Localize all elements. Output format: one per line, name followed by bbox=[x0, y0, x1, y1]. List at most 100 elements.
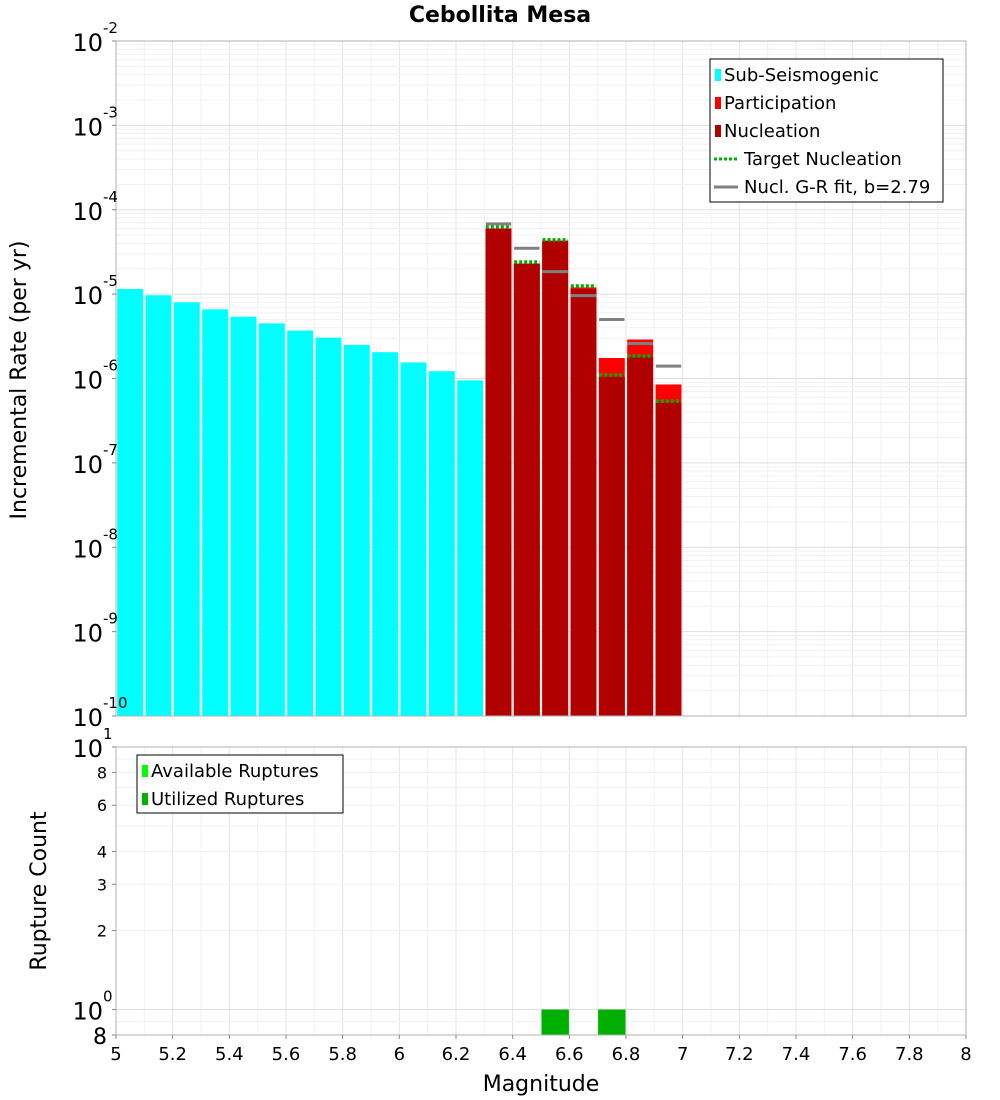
x-tick: 8 bbox=[960, 1035, 972, 1065]
chart-title: Cebollita Mesa bbox=[409, 3, 591, 28]
x-tick: 5 bbox=[110, 1035, 122, 1065]
rate-y-tick: 10-10 bbox=[72, 694, 127, 732]
rate-lines bbox=[485, 222, 682, 403]
rate-legend-swatch bbox=[715, 97, 721, 109]
rate-legend-swatch bbox=[715, 69, 721, 81]
rate-y-tick: 10-2 bbox=[72, 19, 118, 57]
x-tick: 6.2 bbox=[442, 1035, 471, 1065]
sub-seismogenic-bar bbox=[230, 316, 257, 716]
x-tick-label: 7 bbox=[677, 1044, 688, 1065]
rate-y-tick-base: 10 bbox=[72, 704, 103, 732]
x-tick-label: 7.6 bbox=[838, 1044, 867, 1065]
x-tick: 6.6 bbox=[555, 1035, 584, 1065]
rupture-count-legend-item: Utilized Ruptures bbox=[142, 789, 304, 810]
x-tick: 7.6 bbox=[838, 1035, 867, 1065]
rate-legend-label: Sub-Seismogenic bbox=[724, 65, 879, 86]
x-tick-label: 6.6 bbox=[555, 1044, 584, 1065]
x-tick: 6.8 bbox=[612, 1035, 641, 1065]
x-tick-label: 5.8 bbox=[328, 1044, 357, 1065]
sub-seismogenic-bar bbox=[372, 352, 399, 716]
nucleation-bar bbox=[627, 356, 654, 716]
rate-y-tick: 10-8 bbox=[72, 525, 118, 563]
x-tick-label: 6.4 bbox=[498, 1044, 527, 1065]
rupture-count-y-tick-label: 3 bbox=[97, 875, 107, 894]
x-tick: 6 bbox=[394, 1035, 405, 1065]
x-tick-label: 6 bbox=[394, 1044, 405, 1065]
sub-seismogenic-bar bbox=[258, 323, 285, 716]
utilized-ruptures-bar bbox=[598, 1009, 626, 1035]
rate-y-tick-exponent: -2 bbox=[103, 19, 118, 37]
rupture-count-y-tick: 4 bbox=[97, 842, 116, 861]
x-tick-label: 7.8 bbox=[895, 1044, 924, 1065]
rate-y-tick: 10-4 bbox=[72, 188, 118, 226]
rupture-count-y-tick: 8 bbox=[93, 1025, 116, 1050]
nucleation-bar bbox=[570, 289, 597, 716]
rate-y-tick: 10-6 bbox=[72, 357, 118, 395]
rate-y-tick-base: 10 bbox=[72, 620, 103, 648]
rupture-count-y-tick: 101 bbox=[72, 725, 116, 763]
rupture-count-y-tick-label: 8 bbox=[93, 1025, 107, 1050]
sub-seismogenic-bar bbox=[400, 362, 427, 716]
rupture-count-y-tick: 100 bbox=[72, 988, 116, 1026]
x-tick: 5.2 bbox=[158, 1035, 187, 1065]
rupture-count-legend-swatch bbox=[142, 793, 148, 805]
x-tick-label: 7.2 bbox=[725, 1044, 754, 1065]
rupture-count-y-tick-label: 6 bbox=[97, 796, 107, 815]
rupture-count-y-tick-base: 10 bbox=[72, 998, 103, 1026]
rate-legend-swatch bbox=[715, 125, 721, 137]
rate-y-tick-exponent: -3 bbox=[103, 103, 118, 121]
rupture-count-y-axis-label: Rupture Count bbox=[27, 811, 52, 971]
rate-y-tick-exponent: -9 bbox=[103, 610, 118, 628]
x-tick: 7 bbox=[677, 1035, 688, 1065]
x-tick-label: 6.8 bbox=[612, 1044, 641, 1065]
rate-y-tick-exponent: -6 bbox=[103, 357, 118, 375]
rate-legend-box bbox=[709, 58, 944, 203]
rate-y-tick-base: 10 bbox=[72, 367, 103, 395]
rupture-count-y-tick-label: 4 bbox=[97, 842, 107, 861]
sub-seismogenic-bar bbox=[457, 380, 484, 716]
x-tick: 7.4 bbox=[782, 1035, 810, 1065]
rate-legend-label: Nucleation bbox=[724, 121, 820, 142]
x-tick-label: 6.2 bbox=[442, 1044, 471, 1065]
rupture-count-legend-swatch bbox=[142, 765, 148, 777]
rate-y-tick-base: 10 bbox=[72, 451, 103, 479]
rupture-count-y-tick: 8 bbox=[97, 763, 116, 782]
rate-y-tick-exponent: -8 bbox=[103, 525, 118, 543]
rate-legend-item: Nucleation bbox=[715, 121, 820, 142]
nucleation-bar bbox=[655, 402, 682, 716]
sub-seismogenic-bar bbox=[428, 371, 455, 716]
rupture-count-legend: Available Ruptures Utilized Ruptures bbox=[136, 754, 344, 814]
rate-legend-label: Participation bbox=[724, 93, 836, 114]
x-tick: 5.6 bbox=[272, 1035, 300, 1065]
x-axis-label: Magnitude bbox=[483, 1072, 600, 1097]
x-tick-label: 8 bbox=[960, 1044, 971, 1065]
sub-seismogenic-bar bbox=[173, 302, 200, 716]
x-tick: 5.8 bbox=[328, 1035, 357, 1065]
rate-y-tick-exponent: -7 bbox=[103, 441, 118, 459]
rupture-count-y-tick-base: 10 bbox=[72, 735, 103, 763]
rupture-count-y-tick-label: 8 bbox=[97, 763, 107, 782]
rate-y-tick-base: 10 bbox=[72, 535, 103, 563]
x-tick: 7.8 bbox=[895, 1035, 924, 1065]
sub-seismogenic-bar bbox=[287, 330, 314, 716]
rupture-count-y-tick-label: 2 bbox=[97, 922, 107, 941]
rate-legend: Sub-Seismogenic Participation Nucleation Ta… bbox=[709, 58, 944, 203]
rate-y-tick: 10-5 bbox=[72, 272, 118, 310]
rate-legend-item: Nucl. G-R fit, b=2.79 bbox=[714, 177, 930, 198]
x-tick: 7.2 bbox=[725, 1035, 754, 1065]
rate-legend-label: Target Nucleation bbox=[743, 149, 902, 170]
sub-seismogenic-bar bbox=[117, 289, 144, 716]
rate-grid bbox=[115, 40, 967, 717]
rate-y-axis-label: Incremental Rate (per yr) bbox=[7, 241, 32, 520]
sub-seismogenic-bar bbox=[145, 295, 172, 716]
rate-legend-item: Sub-Seismogenic bbox=[715, 65, 879, 86]
utilized-ruptures-bar bbox=[541, 1009, 569, 1035]
x-tick-label: 5 bbox=[110, 1044, 121, 1065]
rate-legend-item: Target Nucleation bbox=[714, 149, 902, 170]
nucleation-bar bbox=[513, 263, 540, 716]
x-tick-label: 5.4 bbox=[215, 1044, 244, 1065]
